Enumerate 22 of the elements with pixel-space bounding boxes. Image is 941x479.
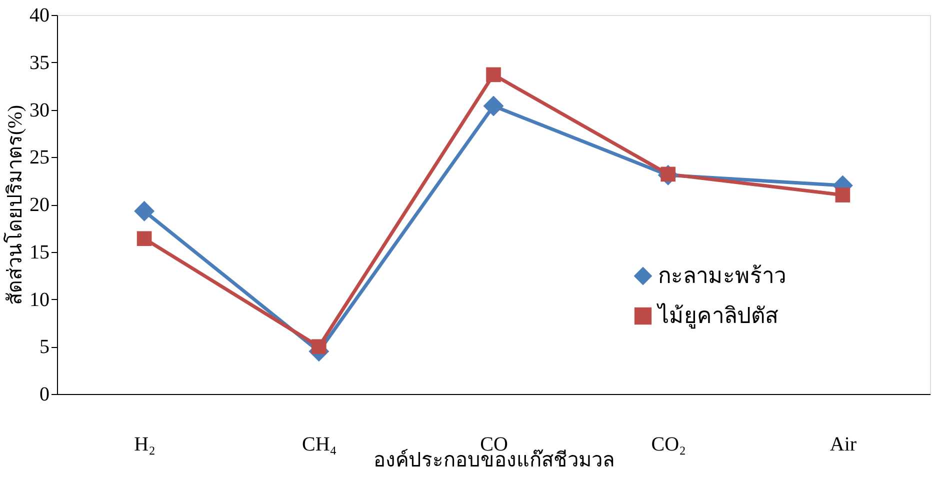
legend-label: กะลามะพร้าว	[658, 263, 786, 288]
point	[311, 339, 326, 354]
point	[483, 96, 504, 116]
y-tick-label: 35	[30, 52, 50, 74]
x-tick-label: CH₄	[302, 434, 337, 456]
y-tick-label: 30	[30, 99, 50, 122]
y-tick-label: 40	[30, 4, 50, 26]
y-tick-label: 10	[30, 288, 50, 311]
legend-label: ไม้ยูคาลิปตัส	[656, 303, 779, 329]
y-tick-label: 25	[30, 146, 50, 169]
point	[136, 231, 152, 246]
point	[134, 200, 155, 222]
x-tick-label: H₂	[134, 434, 156, 456]
y-tick-label: 15	[30, 241, 50, 264]
point	[835, 188, 850, 202]
y-axis-title: สัดส่วนโดยปริมาตร(%)	[4, 105, 26, 305]
y-tick-label: 20	[30, 194, 50, 216]
point	[486, 67, 501, 82]
y-tick-label: 0	[40, 384, 50, 406]
x-tick-label: Air	[830, 434, 857, 456]
x-tick-label: CO₂	[651, 434, 686, 456]
y-tick-label: 5	[40, 336, 50, 358]
